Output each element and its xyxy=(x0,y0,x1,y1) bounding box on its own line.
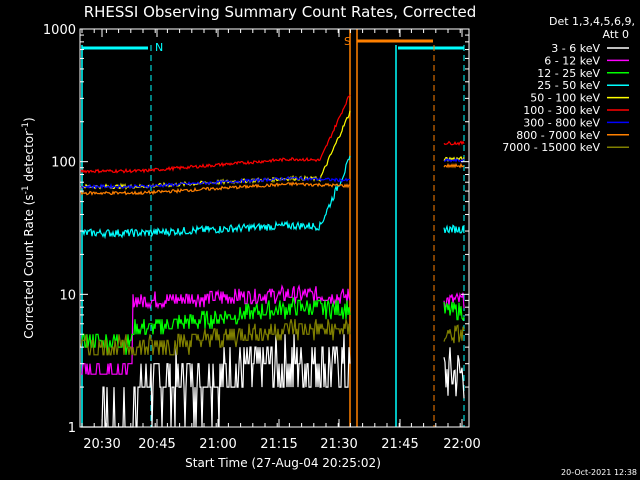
series-line xyxy=(80,181,351,196)
series-line-post-saa xyxy=(443,162,465,169)
series-line xyxy=(81,284,351,375)
saa-flag-label: S xyxy=(344,35,351,48)
y-axis-label: Corrected Count Rate (s-1 detector-1) xyxy=(21,117,36,338)
legend-label: 100 - 300 keV xyxy=(523,104,600,117)
y-tick-label: 1 xyxy=(68,421,76,436)
x-axis-label: Start Time (27-Aug-04 20:25:02) xyxy=(185,456,381,470)
legend-header-line-1: Det 1,3,4,5,6,9, xyxy=(549,15,635,28)
legend-label: 300 - 800 keV xyxy=(523,116,600,129)
series-line xyxy=(80,94,351,174)
legend-label: 25 - 50 keV xyxy=(537,79,600,92)
series-line-post-saa xyxy=(443,324,465,344)
x-tick-label: 20:45 xyxy=(138,437,175,452)
series-line-post-saa xyxy=(443,292,465,309)
legend-label: 3 - 6 keV xyxy=(551,42,600,55)
series-line-post-saa xyxy=(443,140,465,146)
x-tick-label: 21:00 xyxy=(199,437,236,452)
series-line xyxy=(80,175,351,190)
x-tick-label: 21:15 xyxy=(260,437,297,452)
series-line xyxy=(80,297,351,355)
legend-label: 800 - 7000 keV xyxy=(516,129,600,142)
series-line-post-saa xyxy=(443,224,465,234)
series-line-post-saa xyxy=(444,157,465,164)
legend-label: 12 - 25 keV xyxy=(537,67,600,80)
chart-title: RHESSI Observing Summary Count Rates, Co… xyxy=(84,3,477,21)
legend-label: 6 - 12 keV xyxy=(544,54,600,67)
y-tick-label: 1000 xyxy=(43,23,76,38)
legend-header-line-2: Att 0 xyxy=(603,28,629,41)
plot-frame xyxy=(79,28,470,428)
x-tick-label: 20:30 xyxy=(83,437,120,452)
night-flag-label: N xyxy=(155,41,163,54)
y-tick-label: 100 xyxy=(51,156,76,171)
x-tick-label: 21:30 xyxy=(320,437,357,452)
y-tick-label: 10 xyxy=(59,288,76,303)
series-line-post-saa xyxy=(443,156,465,162)
x-tick-label: 21:45 xyxy=(381,437,418,452)
axis-ticks: 1 10 100 1000 20:30 20:45 21:00 21:15 21:30 21:45… xyxy=(43,23,481,452)
x-tick-label: 22:00 xyxy=(443,437,480,452)
series-line xyxy=(80,155,351,240)
legend-label: 7000 - 15000 keV xyxy=(502,141,600,154)
legend-label: 50 - 100 keV xyxy=(530,92,600,105)
footer-timestamp: 20-Oct-2021 12:38 xyxy=(561,468,637,477)
series-line xyxy=(80,319,351,356)
series-line-post-saa xyxy=(443,347,465,399)
series-line-post-saa xyxy=(443,301,465,322)
